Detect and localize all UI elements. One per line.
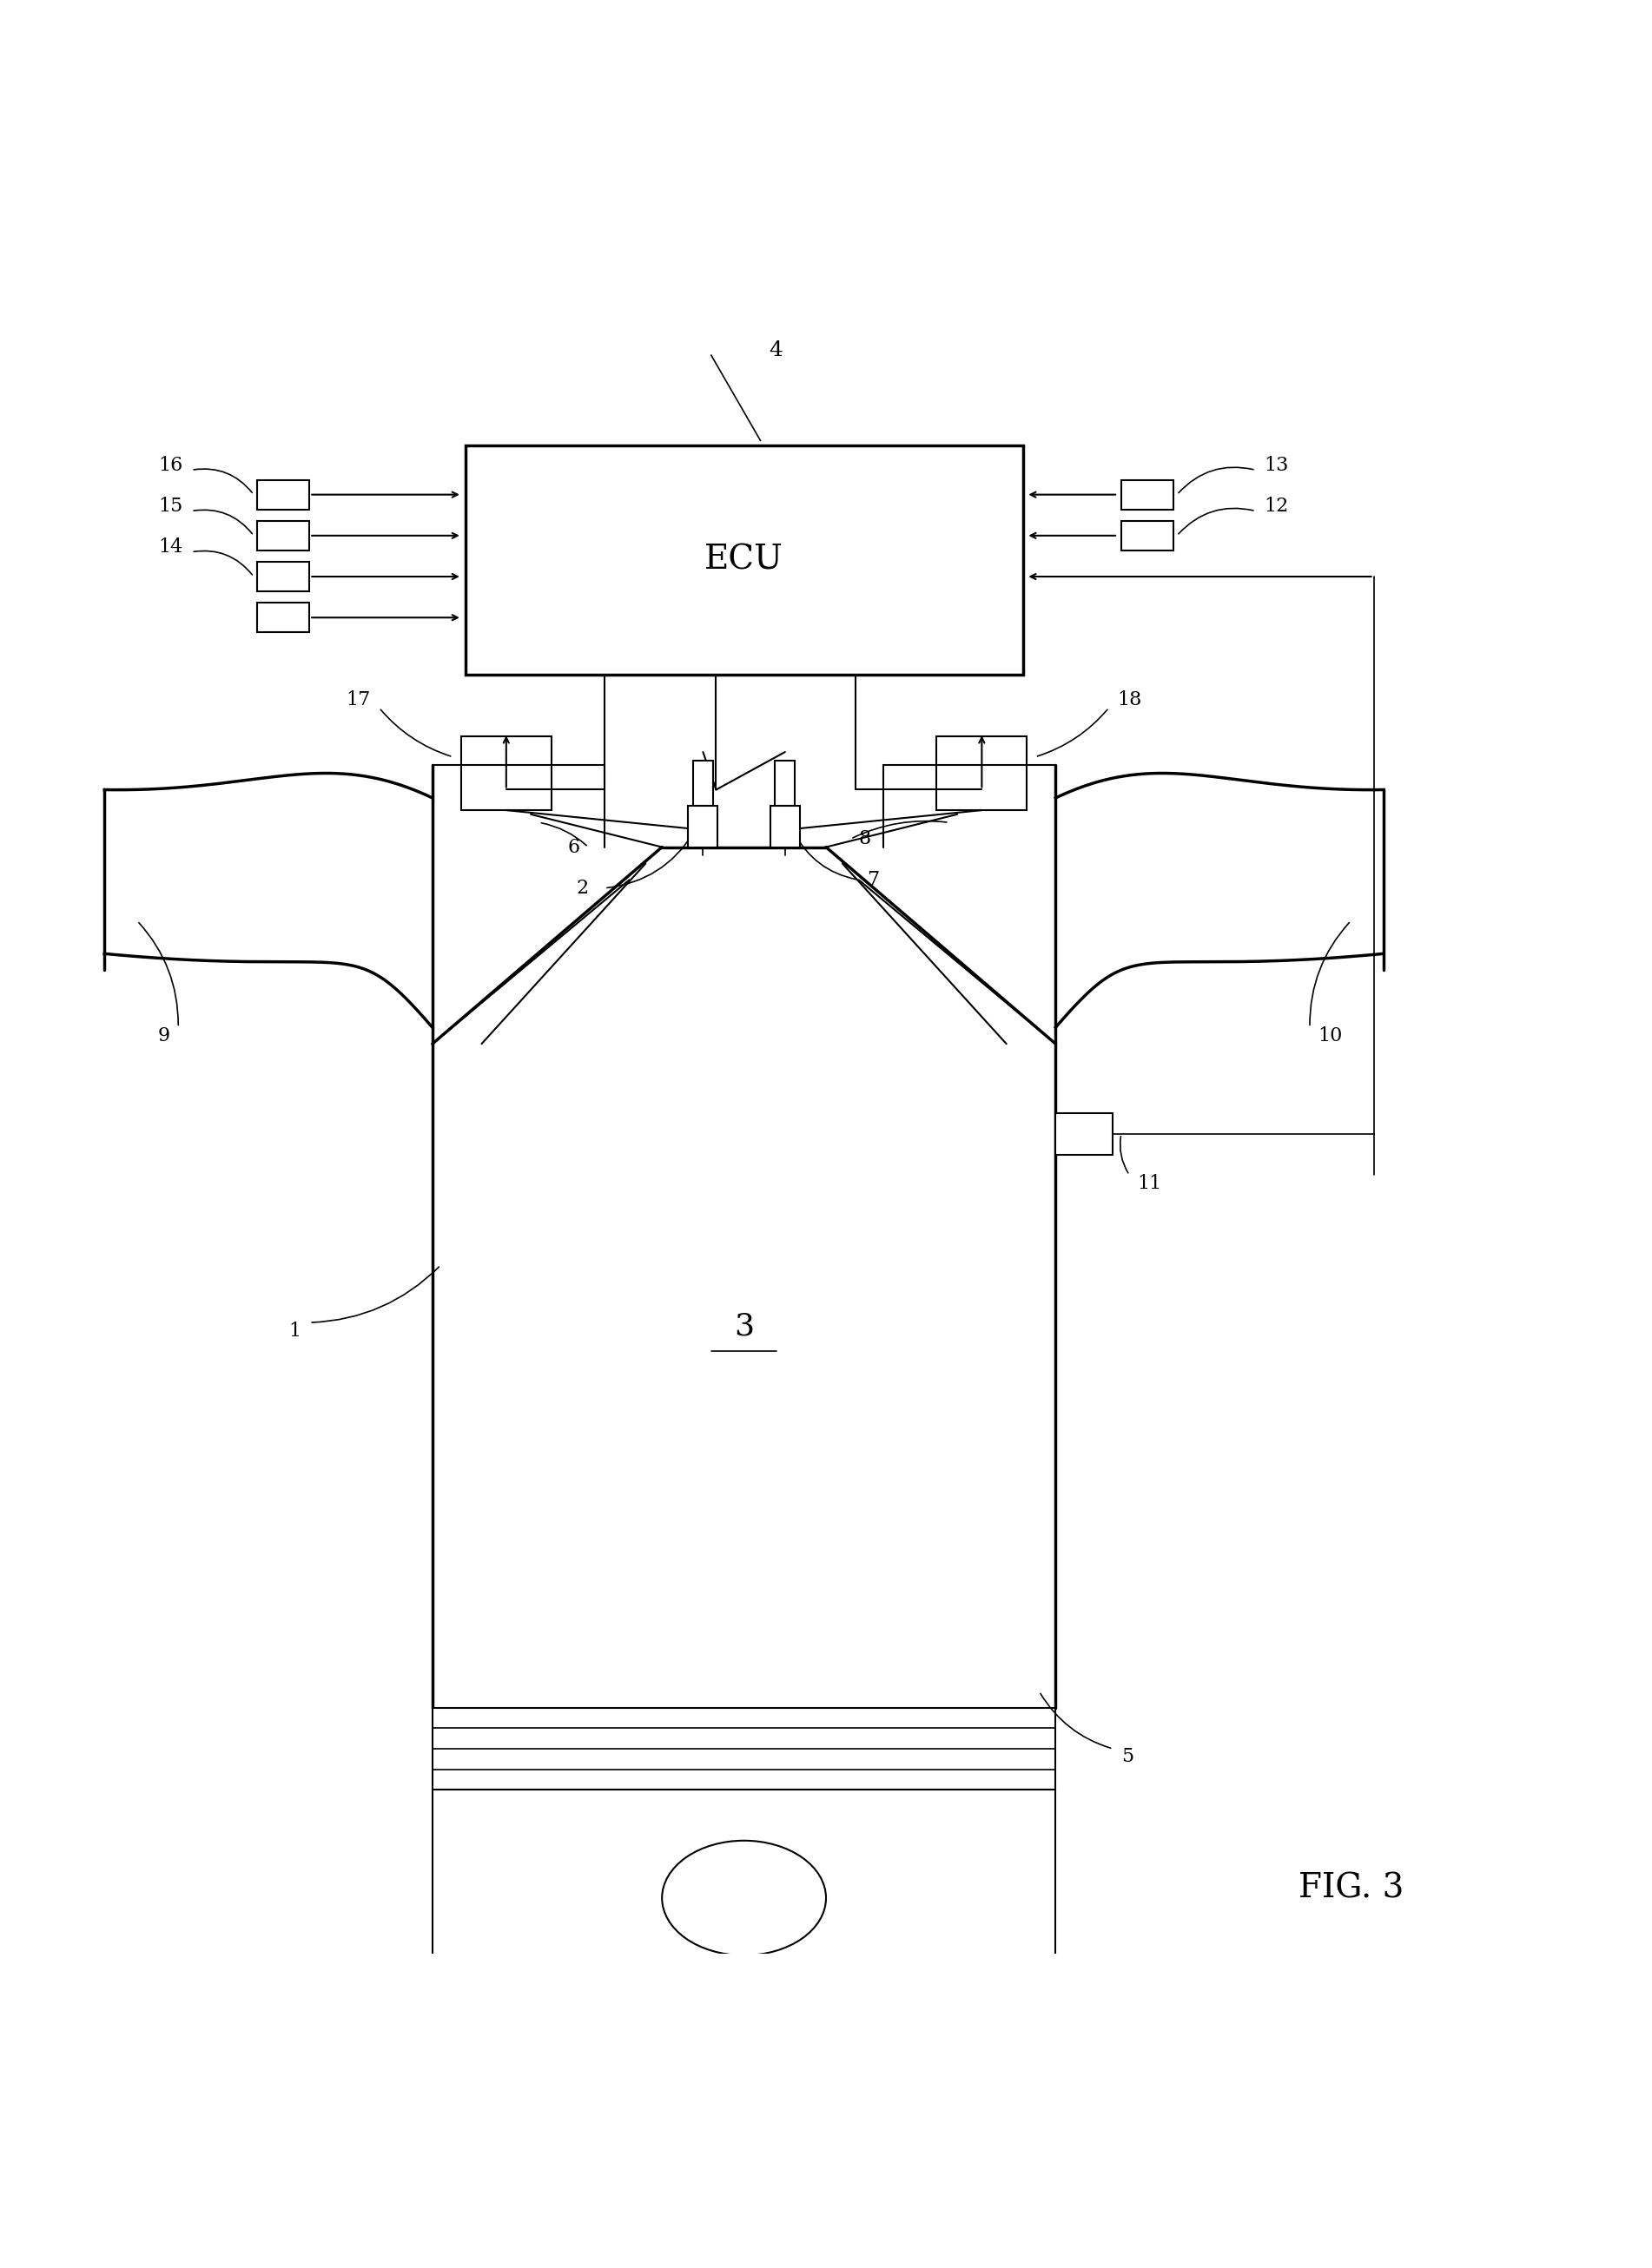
Bar — [775, 760, 795, 805]
Text: 9: 9 — [157, 1025, 170, 1046]
Text: 8: 8 — [859, 830, 871, 848]
Text: FIG. 3: FIG. 3 — [1298, 1871, 1404, 1905]
Text: 12: 12 — [1264, 497, 1289, 515]
Text: 7: 7 — [867, 871, 879, 889]
Bar — [258, 522, 309, 551]
Text: 16: 16 — [159, 456, 183, 474]
Bar — [694, 760, 714, 805]
Bar — [433, 1789, 1056, 1987]
Text: 3: 3 — [733, 1311, 753, 1340]
Text: 17: 17 — [347, 689, 372, 710]
Bar — [1056, 1114, 1113, 1154]
Bar — [770, 805, 800, 846]
Bar — [689, 805, 717, 846]
Text: 2: 2 — [577, 878, 588, 898]
Bar — [258, 603, 309, 633]
Ellipse shape — [662, 1842, 826, 1955]
Bar — [461, 737, 552, 810]
Bar — [1122, 481, 1173, 510]
Bar — [258, 562, 309, 592]
Text: 4: 4 — [768, 340, 783, 361]
Text: 11: 11 — [1138, 1173, 1161, 1193]
Bar — [433, 1708, 1056, 1789]
Text: 10: 10 — [1318, 1025, 1343, 1046]
Bar — [258, 481, 309, 510]
Text: 13: 13 — [1264, 456, 1289, 474]
Text: 5: 5 — [1122, 1746, 1133, 1767]
Text: 18: 18 — [1117, 689, 1142, 710]
Bar — [937, 737, 1028, 810]
Text: ECU: ECU — [704, 544, 783, 576]
Bar — [1122, 522, 1173, 551]
Text: 1: 1 — [289, 1322, 301, 1340]
Bar — [466, 445, 1023, 676]
Text: 6: 6 — [568, 837, 580, 857]
Text: 14: 14 — [159, 538, 183, 556]
Text: 15: 15 — [159, 497, 183, 515]
